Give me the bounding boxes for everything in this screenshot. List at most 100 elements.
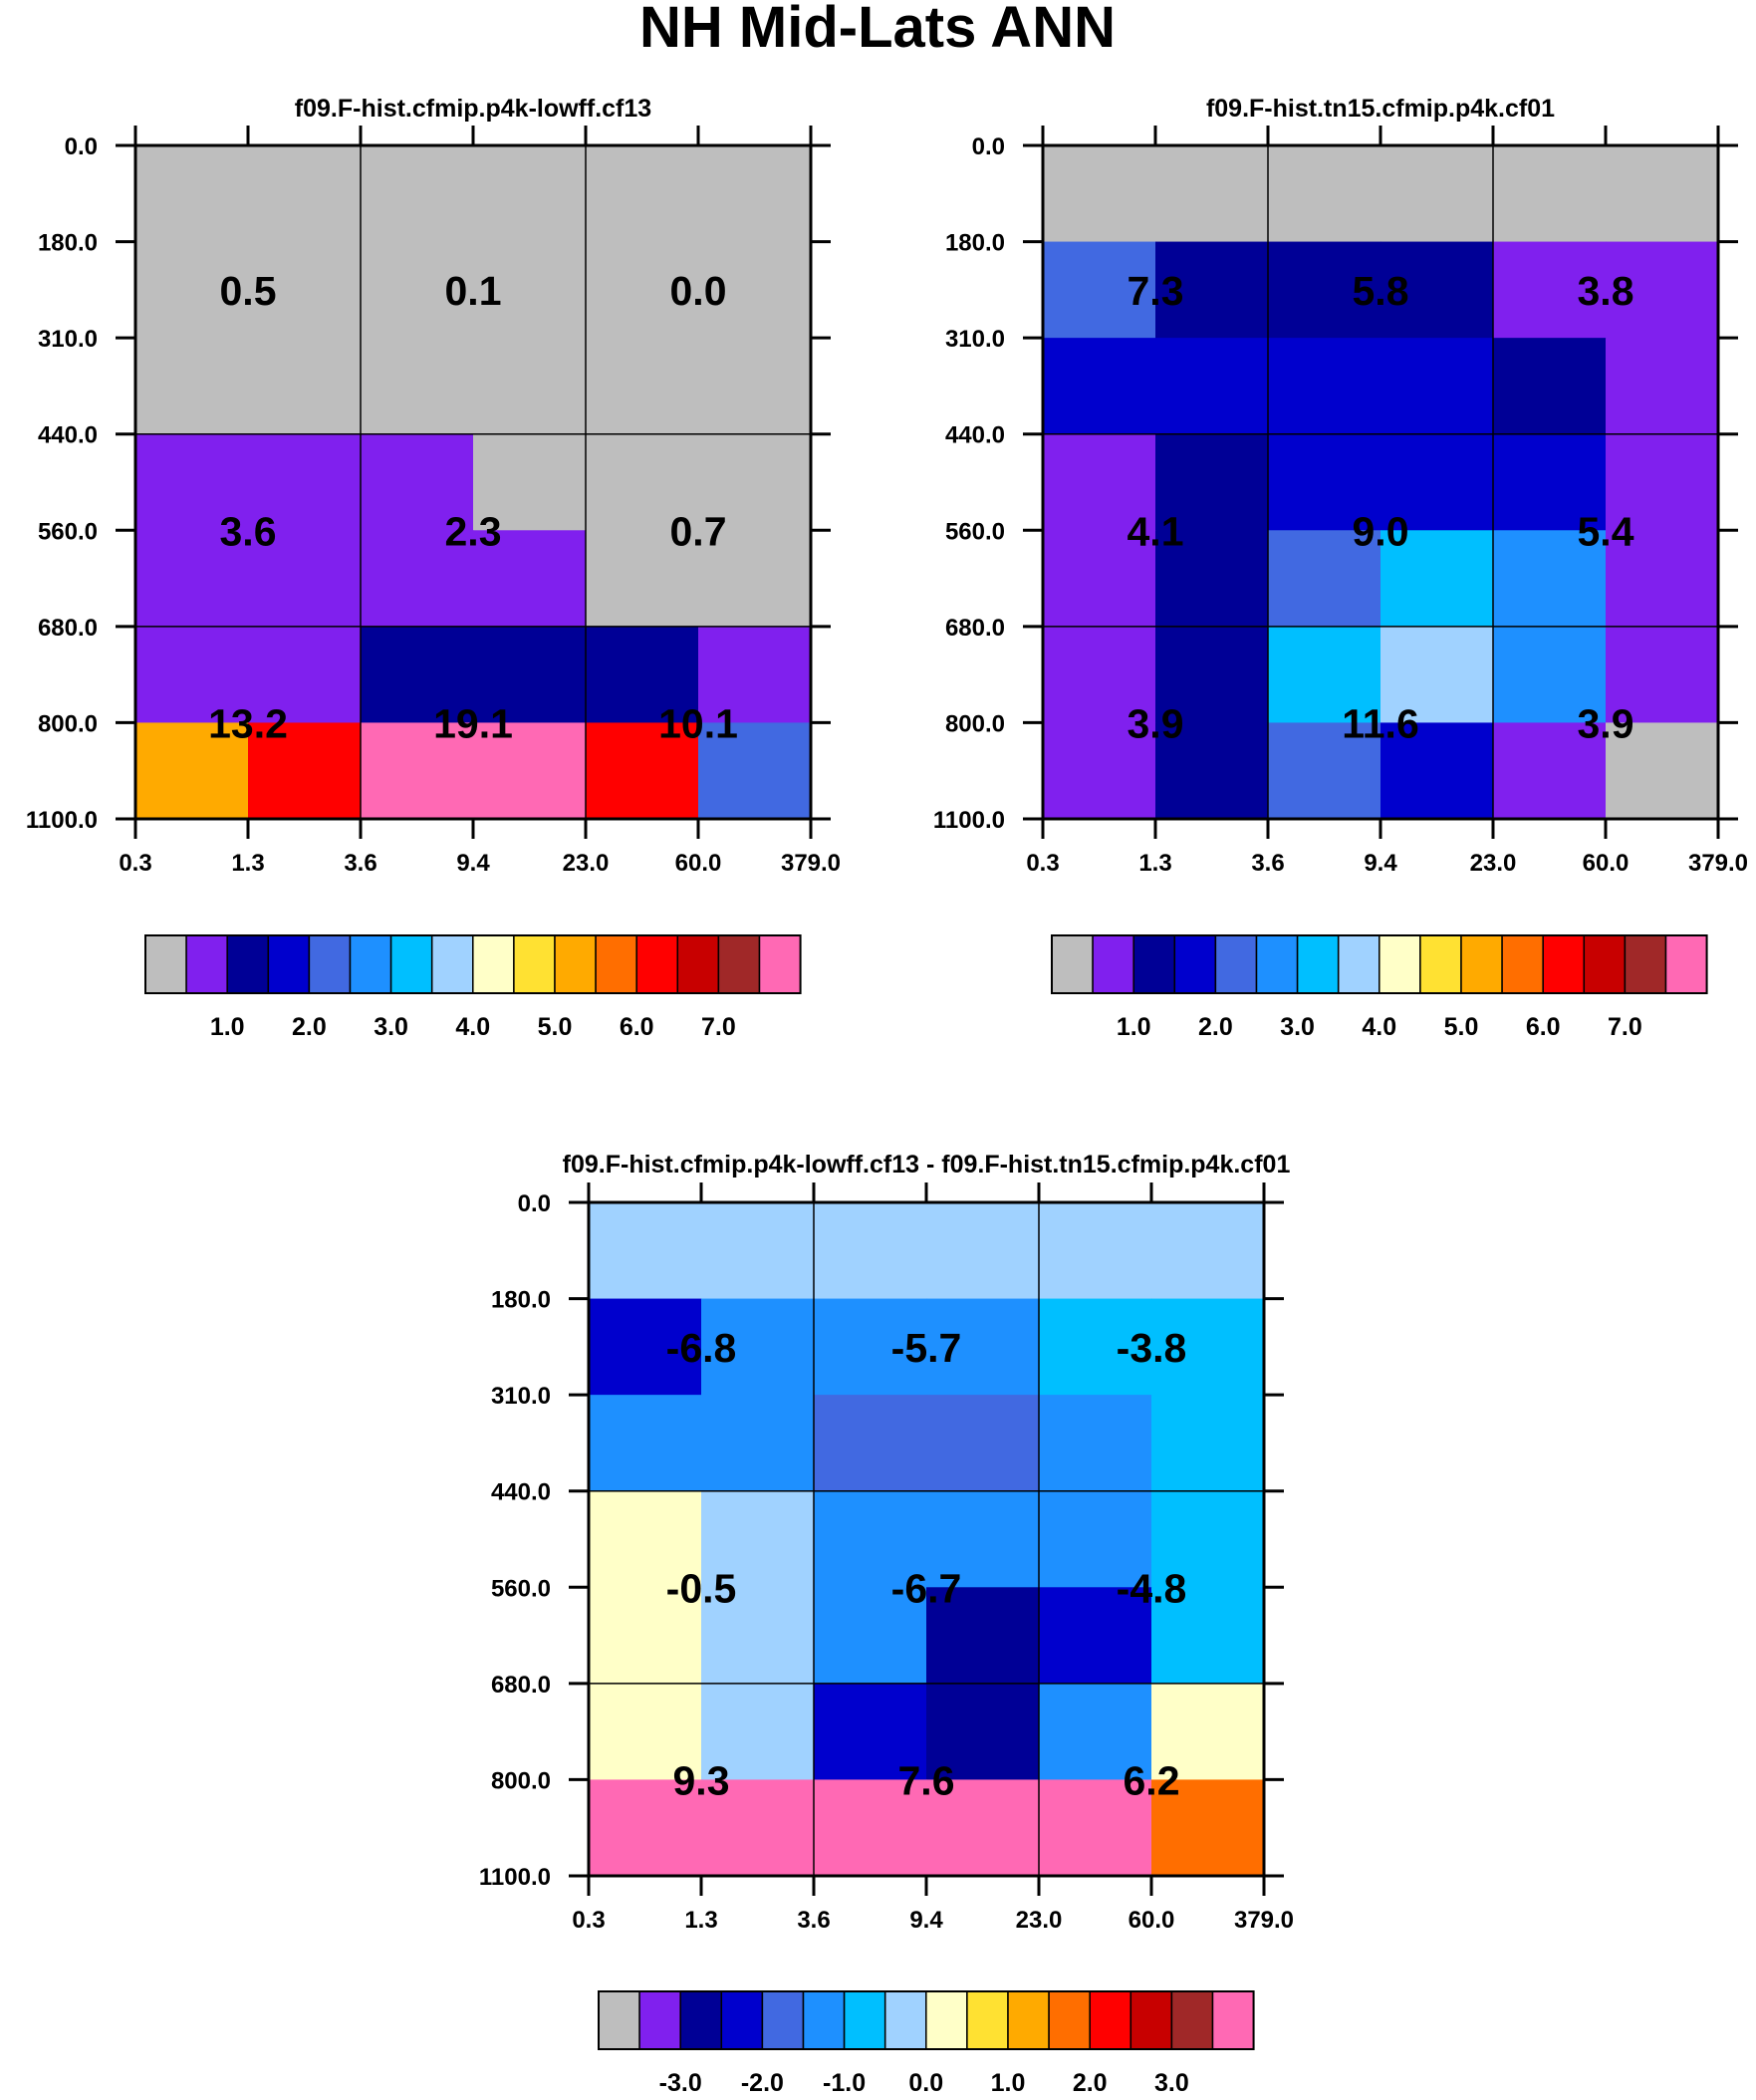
colorbar-swatch — [1170, 1990, 1214, 2050]
heatmap-cell — [1268, 433, 1381, 531]
x-tick-label: 60.0 — [1129, 1907, 1175, 1934]
heatmap-cell — [589, 1779, 702, 1877]
colorbar-swatch — [638, 1990, 681, 2050]
colorbar-swatch — [1089, 1990, 1132, 2050]
heatmap-cell — [698, 433, 812, 531]
colorbar-label: 3.0 — [1154, 2069, 1189, 2095]
heatmap-cell — [814, 1490, 927, 1588]
box-value-label: 3.9 — [1578, 700, 1634, 746]
colorbar-swatch — [1007, 1990, 1050, 2050]
colorbar-swatch — [1092, 934, 1134, 994]
colorbar-swatch — [1214, 934, 1258, 994]
colorbar-swatch — [761, 1990, 805, 2050]
colorbar-label: -3.0 — [659, 2069, 702, 2095]
colorbar-swatch — [1129, 1990, 1173, 2050]
heatmap-cell — [135, 241, 249, 339]
colorbar-swatch — [676, 934, 720, 994]
colorbar-swatch — [1255, 934, 1299, 994]
heatmap-cell — [1043, 241, 1156, 339]
x-tick-label: 0.3 — [572, 1907, 605, 1934]
y-tick-label: 560.0 — [38, 518, 98, 545]
heatmap-cell — [586, 145, 699, 243]
heatmap-cell — [1155, 145, 1269, 243]
heatmap-cell — [701, 1490, 815, 1588]
heatmap-cell — [1606, 530, 1719, 628]
heatmap-cell — [1043, 433, 1156, 531]
panel-3: f09.F-hist.cfmip.p4k-lowff.cf13 - f09.F-… — [479, 1151, 1294, 2097]
y-tick-label: 180.0 — [491, 1287, 551, 1314]
heatmap-cell — [1268, 626, 1381, 724]
heatmap-cell — [1043, 530, 1156, 628]
heatmap-cell — [248, 145, 362, 243]
heatmap-cell — [1043, 145, 1156, 243]
colorbar-swatch — [1051, 934, 1094, 994]
colorbar-swatch — [472, 934, 515, 994]
heatmap-cell — [473, 626, 587, 724]
heatmap-cell — [1155, 626, 1269, 724]
colorbar-swatch — [1664, 934, 1708, 994]
colorbar-swatch — [802, 1990, 846, 2050]
colorbar-swatch — [1296, 934, 1340, 994]
heatmap-cell — [473, 145, 587, 243]
colorbar-swatch — [1211, 1990, 1255, 2050]
heatmap-cell — [1268, 722, 1381, 820]
heatmap-cell — [1493, 338, 1607, 435]
heatmap-cell — [1380, 145, 1494, 243]
y-tick-label: 560.0 — [491, 1575, 551, 1602]
colorbar-label: 5.0 — [538, 1013, 573, 1041]
y-tick-label: 310.0 — [491, 1383, 551, 1410]
heatmap-cell — [701, 1683, 815, 1781]
heatmap-cell — [586, 241, 699, 339]
heatmap-cell — [1606, 433, 1719, 531]
box-value-label: 5.4 — [1578, 508, 1634, 554]
x-tick-label: 9.4 — [1364, 850, 1397, 877]
box-value-label: 11.6 — [1342, 700, 1419, 746]
colorbar-label: 2.0 — [1198, 1013, 1233, 1041]
colorbar-label: 2.0 — [292, 1013, 327, 1041]
heatmap-cell — [1039, 1395, 1152, 1492]
heatmap-cell — [1151, 1298, 1265, 1396]
heatmap-cell — [1039, 1202, 1152, 1300]
heatmap-cell — [248, 530, 362, 628]
heatmap-cell — [586, 722, 699, 820]
box-value-label: 9.3 — [673, 1757, 730, 1803]
y-tick-label: 0.0 — [972, 133, 1005, 160]
colorbar-swatch — [758, 934, 802, 994]
colorbar-label: 4.0 — [455, 1013, 490, 1041]
colorbar-frame — [144, 934, 802, 994]
heatmap-cell — [1155, 722, 1269, 820]
heatmap-cell — [361, 241, 474, 339]
main-title: NH Mid-Lats ANN — [639, 0, 1116, 60]
heatmap-cell — [926, 1490, 1040, 1588]
colorbar-swatch — [308, 934, 352, 994]
box-value-label: 0.7 — [670, 508, 727, 554]
heatmap-cell — [361, 338, 474, 435]
colorbar-swatch — [226, 934, 270, 994]
colorbar-label: 0.0 — [908, 2069, 943, 2095]
colorbar: 1.0 2.0 3.0 4.0 5.0 6.0 7.0 — [144, 934, 802, 1041]
box-value-label: -6.7 — [891, 1565, 962, 1611]
y-tick-label: 440.0 — [38, 422, 98, 449]
heatmap-cell — [1151, 1587, 1265, 1685]
x-tick-label: 379.0 — [1688, 850, 1748, 877]
x-tick-label: 60.0 — [1583, 850, 1630, 877]
y-tick-label: 180.0 — [38, 230, 98, 257]
plot-title: f09.F-hist.tn15.cfmip.p4k.cf01 — [1206, 95, 1555, 123]
box-value-label: 19.1 — [433, 700, 513, 746]
box-value-label: 0.1 — [445, 268, 502, 314]
heatmap-cell — [1380, 241, 1494, 339]
y-tick-label: 800.0 — [945, 710, 1005, 737]
colorbar-frame — [1051, 934, 1708, 994]
box-value-label: -6.8 — [666, 1325, 737, 1371]
heatmap-cell — [135, 145, 249, 243]
colorbar-swatch — [513, 934, 556, 994]
heatmap-cell — [589, 1490, 702, 1588]
heatmap-cell — [1380, 722, 1494, 820]
heatmap-cell — [248, 433, 362, 531]
colorbar-swatch — [966, 1990, 1009, 2050]
colorbar: -3.0 -2.0 -1.0 0.0 1.0 2.0 3.0 — [598, 1990, 1255, 2097]
heatmap-cell — [1268, 338, 1381, 435]
colorbar-label: -2.0 — [741, 2069, 784, 2095]
x-tick-label: 379.0 — [1234, 1907, 1294, 1934]
heatmap-cell — [698, 530, 812, 628]
